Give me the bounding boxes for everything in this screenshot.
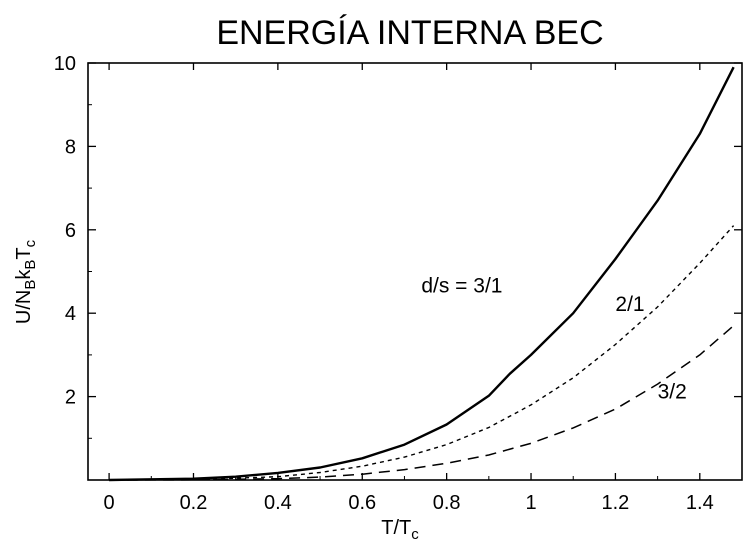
series-line: [109, 225, 735, 481]
x-tick-label: 0.8: [433, 492, 461, 514]
x-axis: 0 0.2 0.4 0.6 0.8 1 1.2 1.4: [104, 63, 743, 514]
curve-label: 3/2: [658, 381, 687, 404]
x-tick-label: 0.6: [348, 492, 376, 514]
chart-title: ENERGÍA INTERNA BEC: [216, 14, 603, 52]
y-axis-label: U/NBkBTc: [13, 239, 39, 324]
plot-frame: [87, 62, 743, 481]
y-tick-label: 2: [65, 387, 76, 409]
y-tick-label: 4: [65, 303, 76, 325]
x-tick-label: 1.2: [602, 492, 630, 514]
y-tick-label: 10: [54, 53, 76, 75]
curve-label: d/s = 3/1: [421, 274, 502, 297]
y-tick-label: 6: [65, 220, 76, 242]
x-tick-label: 1: [525, 492, 536, 514]
plot-area: [87, 62, 743, 481]
x-tick-label: 1.4: [686, 492, 714, 514]
y-tick-label: 8: [65, 136, 76, 158]
x-tick-label: 0: [104, 492, 115, 514]
series-group: [109, 66, 735, 482]
curve-labels: d/s = 3/1 2/1 3/2: [421, 274, 686, 403]
x-tick-label: 0.4: [264, 492, 292, 514]
series-line: [109, 325, 735, 481]
curve-label: 2/1: [615, 293, 644, 316]
y-axis: 2 4 6 8 10: [54, 53, 742, 439]
x-axis-label: T/Tc: [381, 517, 419, 543]
x-tick-label: 0.2: [180, 492, 208, 514]
series-line: [109, 66, 735, 482]
